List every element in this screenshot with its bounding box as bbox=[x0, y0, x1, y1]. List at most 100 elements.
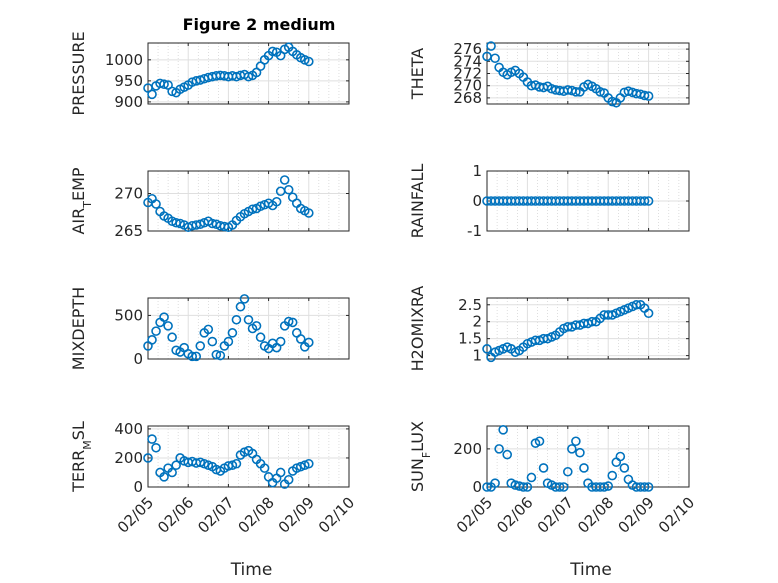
y-axis-label: H2OMIXRA bbox=[408, 286, 427, 372]
figure-title: Figure 2 medium bbox=[183, 15, 336, 34]
data-point bbox=[259, 463, 270, 473]
y-tick-label: 270 bbox=[453, 77, 482, 95]
y-axis-label: TERRMSL bbox=[69, 421, 94, 493]
data-point bbox=[159, 79, 169, 90]
data-point bbox=[567, 444, 577, 454]
data-point bbox=[639, 90, 650, 101]
data-point bbox=[526, 472, 537, 483]
data-point bbox=[603, 481, 614, 491]
data-series bbox=[482, 299, 654, 363]
data-point bbox=[482, 344, 492, 354]
data-point bbox=[255, 332, 266, 343]
data-point bbox=[587, 316, 597, 327]
x-tick-label: 02/08 bbox=[234, 493, 277, 536]
data-point bbox=[303, 208, 314, 218]
data-point bbox=[599, 482, 609, 492]
axes-box bbox=[147, 425, 350, 488]
data-point bbox=[639, 196, 650, 206]
subplot-4: -1 0 1 RAINFALL bbox=[408, 162, 690, 240]
data-point bbox=[295, 334, 306, 344]
data-point bbox=[490, 478, 500, 488]
data-point bbox=[187, 351, 198, 362]
data-series bbox=[143, 294, 314, 362]
data-point bbox=[171, 460, 181, 471]
data-point bbox=[538, 463, 549, 473]
y-tick-label: 270 bbox=[114, 185, 143, 203]
x-tick-label: 02/08 bbox=[574, 493, 617, 536]
y-tick-label: -1 bbox=[467, 222, 482, 240]
data-point bbox=[558, 482, 569, 492]
data-point bbox=[231, 314, 242, 325]
y-axis-label: SUNFLUX bbox=[408, 421, 433, 492]
data-point bbox=[607, 470, 618, 481]
data-series bbox=[482, 425, 654, 492]
y-tick-label: 0 bbox=[133, 350, 143, 368]
data-point bbox=[615, 451, 626, 462]
y-tick-label: 200 bbox=[114, 449, 143, 467]
data-point bbox=[575, 447, 585, 458]
y-tick-label: 0 bbox=[133, 478, 143, 496]
data-point bbox=[251, 321, 262, 331]
data-point bbox=[231, 458, 242, 469]
data-point bbox=[595, 87, 605, 97]
x-tick-label: 02/06 bbox=[154, 493, 197, 536]
data-point bbox=[275, 467, 286, 478]
data-point bbox=[147, 335, 157, 345]
data-point bbox=[243, 71, 254, 82]
data-point bbox=[502, 449, 513, 460]
y-tick-label: 2.5 bbox=[458, 296, 482, 314]
data-point bbox=[619, 463, 630, 473]
data-point bbox=[607, 96, 618, 107]
data-point bbox=[167, 467, 177, 478]
data-point bbox=[303, 458, 314, 469]
y-axis-label: RAINFALL bbox=[408, 164, 427, 239]
x-tick-label: 02/09 bbox=[614, 493, 657, 536]
data-point bbox=[631, 299, 642, 310]
y-tick-label: 268 bbox=[453, 89, 482, 107]
data-point bbox=[571, 436, 581, 447]
x-tick-label: 02/10 bbox=[315, 493, 358, 536]
data-point bbox=[247, 204, 258, 215]
data-point bbox=[159, 472, 169, 482]
subplot-6: 11.522.5 H2OMIXRA bbox=[408, 286, 690, 372]
data-point bbox=[167, 332, 177, 343]
data-point bbox=[267, 46, 278, 57]
axes-box bbox=[486, 297, 690, 360]
data-point bbox=[579, 463, 589, 473]
x-axis-label: Time bbox=[230, 560, 273, 580]
data-point bbox=[639, 482, 650, 492]
data-point bbox=[203, 324, 214, 335]
y-tick-label: 1 bbox=[472, 162, 482, 180]
x-tick-label: 02/05 bbox=[114, 493, 157, 536]
data-point bbox=[207, 336, 218, 347]
data-point bbox=[151, 199, 161, 209]
x-tick-label: 02/07 bbox=[534, 493, 577, 536]
y-tick-label: 900 bbox=[114, 93, 143, 111]
y-tick-label: 1.5 bbox=[458, 330, 482, 348]
data-point bbox=[283, 184, 294, 195]
data-point bbox=[215, 350, 226, 361]
y-tick-label: 0 bbox=[472, 478, 482, 496]
data-point bbox=[283, 316, 294, 327]
data-point bbox=[211, 349, 222, 360]
data-point bbox=[163, 321, 173, 331]
subplot-1: 900 950 1000 PRESSURE bbox=[69, 31, 350, 116]
data-point bbox=[151, 326, 161, 336]
data-point bbox=[147, 434, 157, 444]
x-axis-label: Time bbox=[569, 560, 612, 580]
y-axis-label: MIXDEPTH bbox=[69, 287, 88, 370]
data-point bbox=[275, 336, 286, 347]
x-tick-label: 02/07 bbox=[194, 493, 237, 536]
y-axis-label: AIRTEMP bbox=[69, 167, 94, 234]
data-point bbox=[482, 482, 492, 492]
x-tick-label: 02/05 bbox=[453, 493, 496, 536]
x-tick-label: 02/09 bbox=[275, 493, 318, 536]
data-point bbox=[498, 425, 508, 435]
data-point bbox=[223, 336, 234, 347]
data-point bbox=[151, 442, 161, 453]
data-point bbox=[279, 175, 290, 185]
